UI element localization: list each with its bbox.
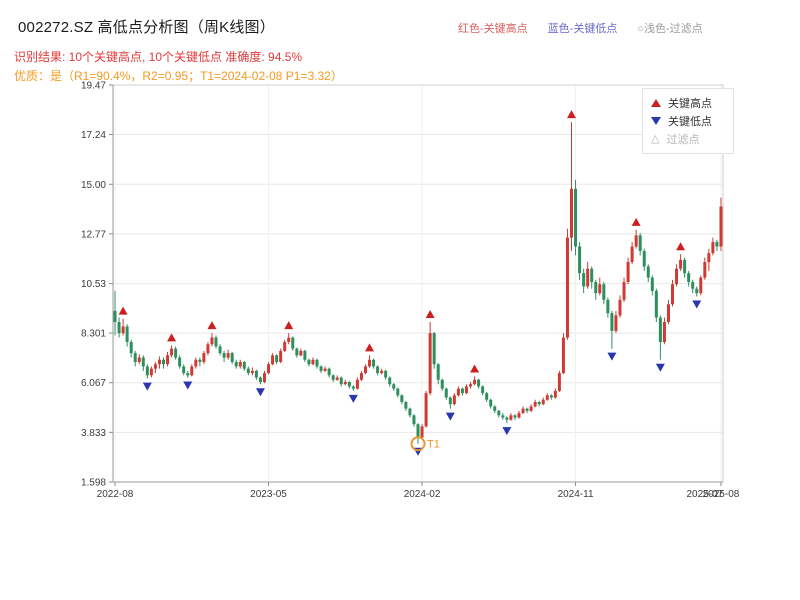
- legend-label-key-low: 关键低点: [668, 116, 712, 128]
- filtered-point-triangle-icon: △: [651, 132, 660, 145]
- x-axis-tick-label: 2024-11: [558, 489, 594, 500]
- key-low-triangle-icon: [651, 117, 661, 125]
- key-low-marker: [183, 381, 193, 390]
- quality-result-text: 优质：是（R1=90.4%，R2=0.95；T1=2024-02-08 P1=3…: [14, 69, 343, 83]
- key-low-marker: [445, 412, 455, 421]
- y-axis-tick-label: 12.77: [81, 229, 106, 240]
- recognition-result-text: 识别结果: 10个关键高点, 10个关键低点 准确度: 94.5%: [14, 50, 303, 64]
- x-axis-tick-label: 2024-02: [404, 489, 441, 500]
- key-high-marker: [425, 310, 435, 319]
- y-axis-tick-label: 10.53: [81, 279, 106, 290]
- top-legend-key-high: 红色-关键高点: [458, 23, 528, 35]
- legend-label-filtered: 过滤点: [666, 134, 700, 146]
- plot-legend-box: 关键高点 关键低点 △ 过滤点: [642, 88, 734, 154]
- key-low-marker: [348, 394, 358, 403]
- page-title: 002272.SZ 高低点分析图（周K线图）: [18, 19, 275, 36]
- key-low-marker: [142, 382, 152, 391]
- legend-label-key-high: 关键高点: [668, 98, 712, 110]
- legend-item-filtered: △ 过滤点: [651, 130, 725, 148]
- key-low-marker: [255, 388, 265, 397]
- legend-item-key-high: 关键高点: [651, 94, 725, 112]
- candles: [113, 122, 723, 444]
- x-axis-tick-label: 2025-08: [703, 489, 740, 500]
- key-high-marker: [118, 306, 128, 315]
- key-low-marker: [607, 352, 617, 361]
- key-low-marker: [692, 300, 702, 309]
- key-high-marker: [631, 217, 641, 226]
- key-high-marker: [167, 333, 177, 342]
- y-axis-tick-label: 15.00: [81, 180, 106, 191]
- y-axis-tick-label: 19.47: [81, 81, 106, 92]
- key-low-marker: [502, 427, 512, 436]
- x-axis-end-label: 2025-07: [686, 489, 723, 500]
- top-legend-key-low: 蓝色-关键低点: [547, 23, 618, 35]
- top-color-legend: 红色-关键高点 蓝色-关键低点 ○浅色-过滤点: [458, 20, 703, 36]
- y-axis-tick-label: 8.301: [81, 329, 106, 340]
- key-high-marker: [470, 364, 480, 373]
- key-high-marker: [676, 242, 686, 251]
- y-axis-tick-label: 1.598: [81, 478, 106, 489]
- axes: 19.47 17.24 15.00 12.77 10.53 8.301 6.067 3.833…: [81, 81, 740, 501]
- key-high-marker: [365, 343, 375, 352]
- grid-lines: [113, 84, 723, 483]
- legend-item-key-low: 关键低点: [651, 112, 725, 130]
- key-high-marker: [567, 110, 577, 119]
- key-high-marker: [284, 321, 294, 330]
- key-high-triangle-icon: [651, 99, 661, 107]
- x-axis-tick-label: 2023-05: [250, 489, 287, 500]
- y-axis-tick-label: 3.833: [81, 428, 106, 439]
- key-high-marker: [207, 321, 217, 330]
- y-axis-tick-label: 6.067: [81, 378, 106, 389]
- key-low-marker: [655, 363, 665, 372]
- key-point-markers: T1: [118, 110, 702, 456]
- t1-circle-marker: [410, 436, 426, 452]
- y-axis-tick-label: 17.24: [81, 130, 106, 141]
- top-legend-filtered: ○浅色-过滤点: [637, 23, 703, 35]
- x-axis-tick-label: 2022-08: [97, 489, 134, 500]
- t1-label: T1: [427, 439, 440, 451]
